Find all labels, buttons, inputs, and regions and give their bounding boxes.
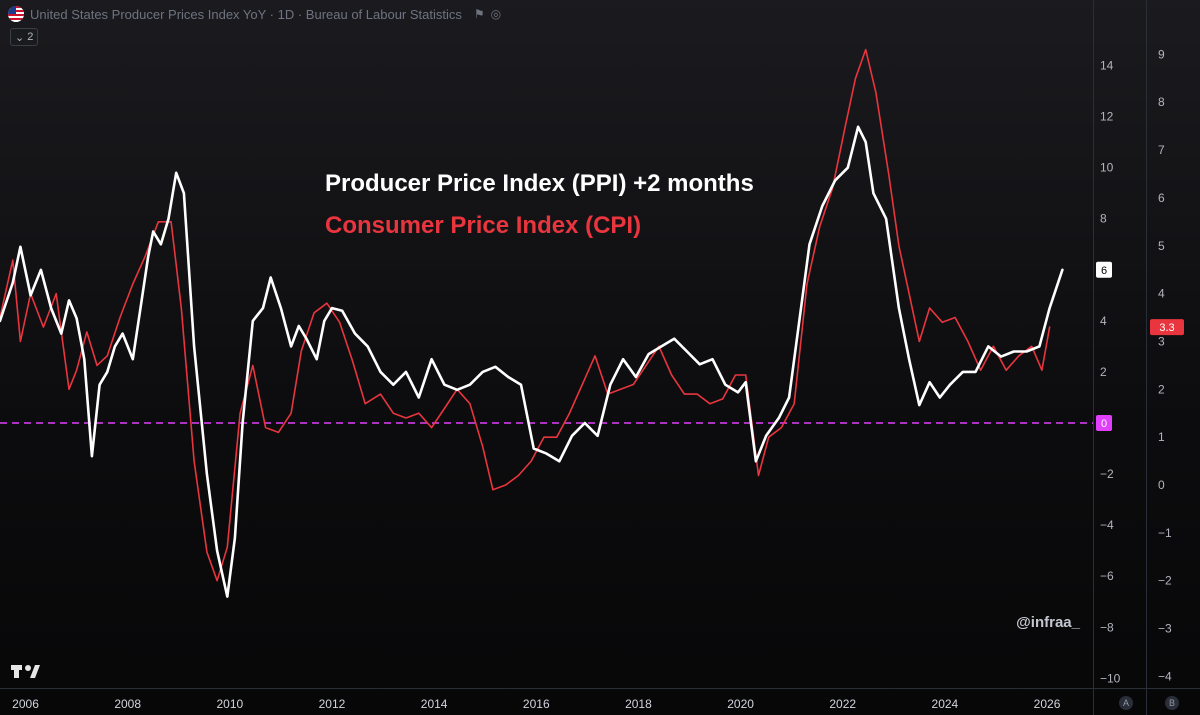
cpi-axis-tick-label: 5 — [1158, 239, 1165, 253]
ppi-series-line[interactable] — [0, 125, 1064, 598]
ppi-axis-tick-label: −2 — [1100, 467, 1114, 481]
cpi-axis-tick-label: 4 — [1158, 287, 1165, 301]
us-flag-icon — [8, 6, 24, 22]
chart-header: United States Producer Prices Index YoY … — [8, 4, 501, 24]
chevron-down-icon: ⌄ — [15, 31, 25, 44]
ppi-last-value-badge — [1096, 261, 1112, 278]
time-axis-tick-label: 2026 — [1034, 697, 1061, 711]
cpi-axis-tick-label: 0 — [1158, 478, 1165, 492]
ppi-axis-tick-label: −8 — [1100, 620, 1114, 634]
time-axis-tick-label: 2022 — [829, 697, 856, 711]
series-title[interactable]: United States Producer Prices Index YoY … — [30, 6, 462, 22]
ppi-axis-tick-label: 10 — [1100, 161, 1114, 175]
tradingview-logo-stem — [14, 665, 19, 678]
ppi-axis-tick-label: 14 — [1100, 59, 1114, 73]
cpi-axis-tick-label: 6 — [1158, 191, 1165, 205]
cpi-series-line[interactable] — [0, 48, 1051, 582]
auto-scale-button[interactable] — [1119, 696, 1133, 710]
ppi-axis-tick-label: 4 — [1100, 314, 1107, 328]
ppi-axis-tick-label: 8 — [1100, 212, 1107, 226]
cpi-axis-tick-label: −3 — [1158, 622, 1172, 636]
ppi-last-value-label: 6 — [1101, 265, 1107, 277]
indicator-count: 2 — [27, 31, 34, 43]
zero-value-label: 0 — [1101, 418, 1107, 430]
time-axis-tick-label: 2014 — [421, 697, 448, 711]
zero-value-badge — [1096, 415, 1112, 432]
flag-marker-icon[interactable]: ⚑ — [473, 7, 485, 21]
cpi-last-value-label: 3.3 — [1159, 322, 1174, 334]
ppi-axis-tick-label: −10 — [1100, 671, 1121, 685]
cpi-axis-tick-label: 9 — [1158, 47, 1165, 61]
ppi-axis-tick-label: 12 — [1100, 110, 1114, 124]
ppi-axis-tick-label: 2 — [1100, 365, 1107, 379]
log-scale-button[interactable] — [1165, 696, 1179, 710]
time-axis-tick-label: 2010 — [216, 697, 243, 711]
collapse-indicators-button[interactable]: ⌄ 2 — [10, 28, 39, 46]
auto-scale-button-label: A — [1123, 698, 1129, 708]
ppi-annotation-label: Producer Price Index (PPI) +2 months — [325, 170, 754, 197]
time-axis-tick-label: 2018 — [625, 697, 652, 711]
tradingview-logo-slash — [30, 665, 40, 678]
tradingview-logo-dot — [25, 665, 31, 671]
cpi-axis-tick-label: −1 — [1158, 526, 1172, 540]
time-axis-tick-label: 2024 — [932, 697, 959, 711]
cpi-axis-tick-label: 8 — [1158, 95, 1165, 109]
time-axis-tick-label: 2006 — [12, 697, 39, 711]
log-scale-button-label: B — [1169, 698, 1175, 708]
author-watermark: @infraa_ — [1016, 614, 1080, 631]
ppi-axis-tick-label: −6 — [1100, 569, 1114, 583]
cpi-last-value-badge — [1150, 319, 1184, 336]
ppi-axis-tick-label: −4 — [1100, 518, 1114, 532]
cpi-axis-tick-label: 7 — [1158, 143, 1165, 157]
hide-eye-icon[interactable]: ◎ — [490, 7, 502, 21]
cpi-axis-tick-label: 3 — [1158, 334, 1165, 348]
cpi-axis-tick-label: 2 — [1158, 382, 1165, 396]
cpi-axis-tick-label: 1 — [1158, 430, 1165, 444]
cpi-axis-tick-label: −2 — [1158, 574, 1172, 588]
cpi-axis-tick-label: −4 — [1158, 669, 1172, 683]
time-axis-tick-label: 2016 — [523, 697, 550, 711]
time-axis-tick-label: 2012 — [319, 697, 346, 711]
cpi-annotation-label: Consumer Price Index (CPI) — [325, 212, 641, 239]
time-axis-tick-label: 2008 — [114, 697, 141, 711]
time-axis-tick-label: 2020 — [727, 697, 754, 711]
